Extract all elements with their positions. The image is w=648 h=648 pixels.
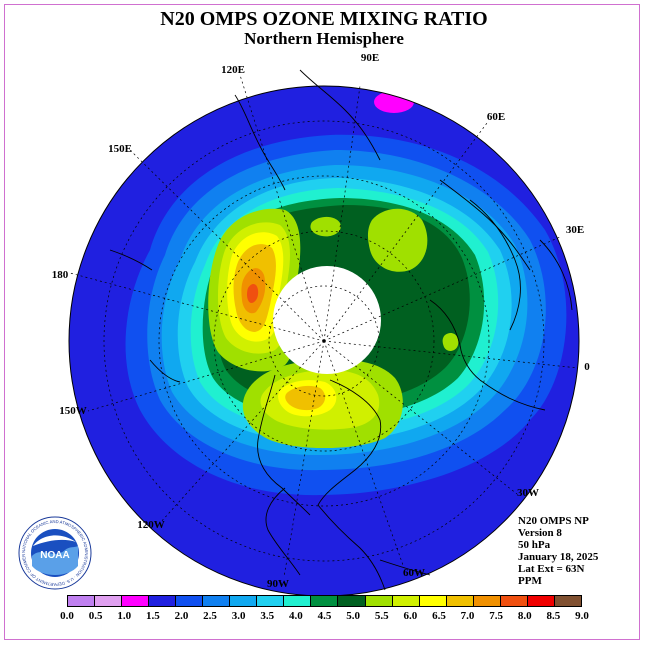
legend-tick-label: 2.5: [203, 610, 217, 622]
lon-label-60e: 60E: [487, 111, 505, 123]
ozone-field: [69, 86, 579, 596]
legend-tick-label: 4.0: [289, 610, 303, 622]
info-date: January 18, 2025: [518, 551, 599, 563]
legend-tick-label: 5.0: [346, 610, 360, 622]
info-instrument: N20 OMPS NP: [518, 515, 589, 527]
lon-label-120w: 120W: [137, 519, 165, 531]
legend-swatch: [473, 596, 501, 606]
legend-tick-label: 6.5: [432, 610, 446, 622]
ozone-band-6-0-siberia: [367, 208, 428, 272]
page-title: N20 OMPS OZONE MIXING RATIO: [160, 8, 488, 30]
ozone-band-6-0-europe: [442, 333, 459, 351]
info-units: PPM: [518, 575, 542, 587]
legend-tick-label: 6.0: [403, 610, 418, 622]
ozone-high-magenta: [374, 91, 414, 113]
legend-tick-label: 3.0: [231, 610, 246, 622]
legend-tick-label: 2.0: [174, 610, 189, 622]
legend-ticks: 0.0 0.5 1.0 1.5 2.0 2.5 3.0 3.5 4.0 4.5 5.0 5.5 6.0 6…: [40, 610, 610, 624]
legend-tick-label: 4.5: [317, 610, 332, 622]
legend-swatch: [230, 596, 258, 606]
legend-tick-label: 3.5: [260, 610, 275, 622]
legend-swatch: [149, 596, 177, 606]
info-lat-ext: Lat Ext = 63N: [518, 563, 585, 575]
legend-tick-label: 7.0: [460, 610, 475, 622]
noaa-logo: NOAA NATIONAL OCEANIC AND ATMOSPHERIC AD…: [18, 516, 92, 590]
coastlines: [109, 69, 573, 591]
legend-swatch: [95, 596, 123, 606]
lon-label-180: 180: [52, 269, 69, 281]
lon-label-90w: 90W: [267, 578, 289, 590]
legend-swatch: [257, 596, 285, 606]
color-legend: [67, 595, 582, 607]
graticule: [69, 74, 579, 578]
legend-swatch: [419, 596, 447, 606]
legend-tick-label: 1.0: [117, 610, 132, 622]
legend-tick-label: 0.0: [60, 610, 74, 622]
legend-tick-label: 8.5: [546, 610, 561, 622]
ozone-band-8-5-pacific: [247, 284, 259, 303]
lon-label-60w: 60W: [403, 567, 425, 579]
legend-swatch: [203, 596, 231, 606]
legend-swatch: [284, 596, 312, 606]
legend-swatch: [338, 596, 366, 606]
legend-tick-label: 0.5: [88, 610, 103, 622]
legend-swatch: [311, 596, 339, 606]
page-subtitle: Northern Hemisphere: [244, 29, 404, 48]
legend-tick-label: 5.5: [374, 610, 389, 622]
legend-swatch: [446, 596, 474, 606]
legend-swatch: [500, 596, 528, 606]
lon-label-30w: 30W: [517, 487, 539, 499]
legend-swatch: [365, 596, 393, 606]
logo-text: NOAA: [40, 550, 69, 561]
legend-tick-label: 9.0: [575, 610, 589, 622]
info-level: 50 hPa: [518, 539, 551, 551]
product-info: N20 OMPS NP Version 8 50 hPa January 18,…: [518, 515, 598, 587]
legend-swatch: [554, 596, 581, 606]
legend-swatch: [176, 596, 204, 606]
legend-swatch: [68, 596, 96, 606]
lon-label-90e: 90E: [361, 52, 379, 64]
legend-swatch: [392, 596, 420, 606]
legend-tick-label: 7.5: [489, 610, 504, 622]
legend-tick-label: 8.0: [517, 610, 532, 622]
lon-label-150w: 150W: [59, 405, 87, 417]
longitude-labels: 90E 60E 30E 0 30W 60W 90W 120W 150W 180 …: [52, 52, 591, 590]
legend-tick-label: 1.5: [145, 610, 160, 622]
info-version: Version 8: [518, 527, 562, 539]
legend-swatch: [122, 596, 150, 606]
lon-label-150e: 150E: [108, 143, 132, 155]
lon-label-120e: 120E: [221, 64, 245, 76]
lon-label-0: 0: [584, 361, 590, 373]
legend-swatch: [527, 596, 555, 606]
lon-label-30e: 30E: [566, 224, 584, 236]
